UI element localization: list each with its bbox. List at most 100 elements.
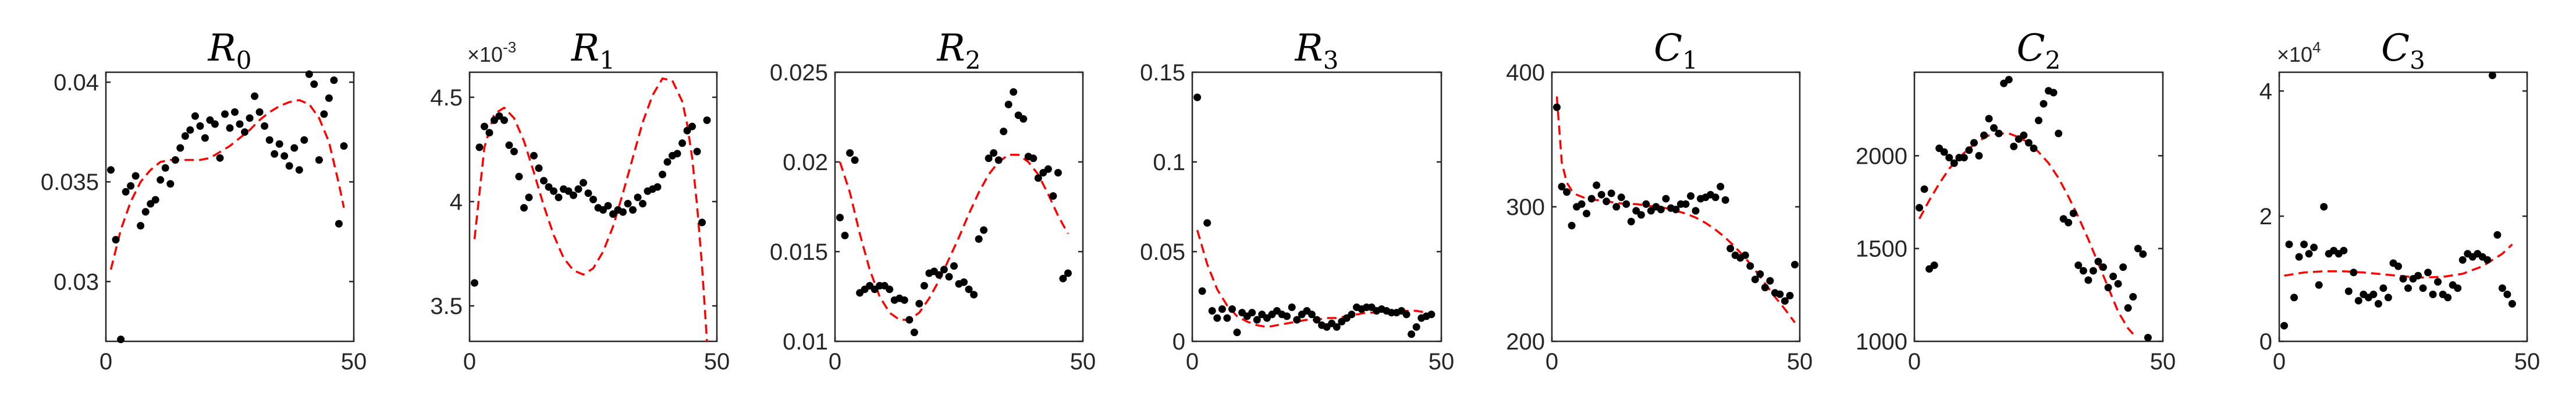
y-tick-label: 0.025 [770,60,828,86]
data-point [2404,284,2412,292]
data-point [604,202,612,210]
data-point [485,129,493,137]
data-point [1940,148,1948,156]
data-point [935,271,943,279]
y-tick-label: 2 [2259,204,2272,230]
data-point [2483,256,2492,264]
panel-title-subscript: 3 [1323,46,1339,75]
data-point [1746,262,1754,270]
y-tick-label: 0.035 [41,170,99,195]
y-tick-label: 0.15 [1140,60,1185,86]
data-point [1408,330,1416,338]
data-point [1781,297,1789,305]
x-tick-label: 0 [1186,349,1199,375]
data-point [1283,312,1291,320]
data-point [2144,334,2152,342]
data-point [639,200,646,208]
panel-title-base: C [1654,27,1682,70]
data-point [570,191,577,199]
data-point [2414,271,2422,280]
data-point [255,108,264,116]
data-point [137,222,145,230]
y-tick-label: 4 [2259,79,2272,104]
data-point [166,180,175,188]
data-point [475,143,484,151]
data-point [2005,76,2013,84]
data-point [2310,243,2318,252]
x-tick-label: 0 [2273,349,2286,375]
data-point [226,124,234,132]
data-point [2290,294,2298,302]
data-point [990,149,998,157]
data-point [340,142,348,150]
multiplier-base: ×10 [467,43,503,66]
data-point [1711,193,1719,202]
panel-title-subscript: 0 [236,46,252,75]
data-point [186,126,194,134]
data-point [1223,314,1231,322]
panel-title: R2 [937,27,981,75]
panel-c2: C2 0 50 1000 1500 2000 [1856,27,2176,375]
y-tick-label: 0.03 [54,269,99,295]
panel-title-base: R [1295,27,1323,70]
data-point [471,279,478,287]
data-point [2300,241,2308,248]
data-point [1682,200,1690,208]
data-point [693,147,701,156]
data-point [1203,219,1211,227]
data-point [161,164,169,172]
data-point [112,236,120,243]
axes-frame [105,71,355,343]
y-tick-label: 0 [1172,329,1185,355]
y-tick-label: 0.05 [1140,239,1185,265]
data-point [520,204,528,212]
data-point [280,152,289,160]
x-tick-label: 50 [2150,349,2176,375]
data-point [141,208,150,216]
data-point [2379,284,2387,292]
panel-title: R0 [208,27,252,75]
data-point [1975,151,1983,160]
data-point [191,112,199,120]
data-point [1288,303,1296,311]
data-point [251,92,259,100]
x-tick-label: 0 [100,349,112,375]
panel-title: R1 [571,27,615,75]
data-point [1916,204,1923,212]
data-point [1577,200,1586,208]
data-point [659,171,666,178]
data-point [2340,246,2348,255]
data-point [703,116,711,124]
y-tick-label: 400 [1506,60,1545,86]
data-point [1213,314,1221,322]
data-point [574,185,582,193]
data-point [1233,329,1241,337]
data-point [305,70,313,78]
data-point [1627,217,1635,225]
data-point [599,206,607,214]
data-point [2369,290,2378,298]
data-point [1751,276,1759,284]
data-point [1198,287,1206,295]
data-point [495,112,503,120]
panel-title: R3 [1295,27,1339,75]
x-tick-label: 50 [341,349,367,375]
data-point [1029,154,1037,163]
data-point [945,273,953,281]
data-point [1193,93,1202,101]
fit-curve [838,153,1069,321]
data-point [2344,287,2353,295]
data-point [1412,323,1420,331]
data-point [231,108,239,116]
data-point [211,120,219,128]
multiplier-exponent: 4 [2312,38,2321,56]
data-point [1010,88,1018,96]
data-point [2030,144,2038,153]
y-tick-label: 0.015 [770,239,828,265]
data-point [127,182,135,190]
data-point [2010,142,2018,150]
data-point [1307,310,1316,319]
data-point [310,80,318,88]
